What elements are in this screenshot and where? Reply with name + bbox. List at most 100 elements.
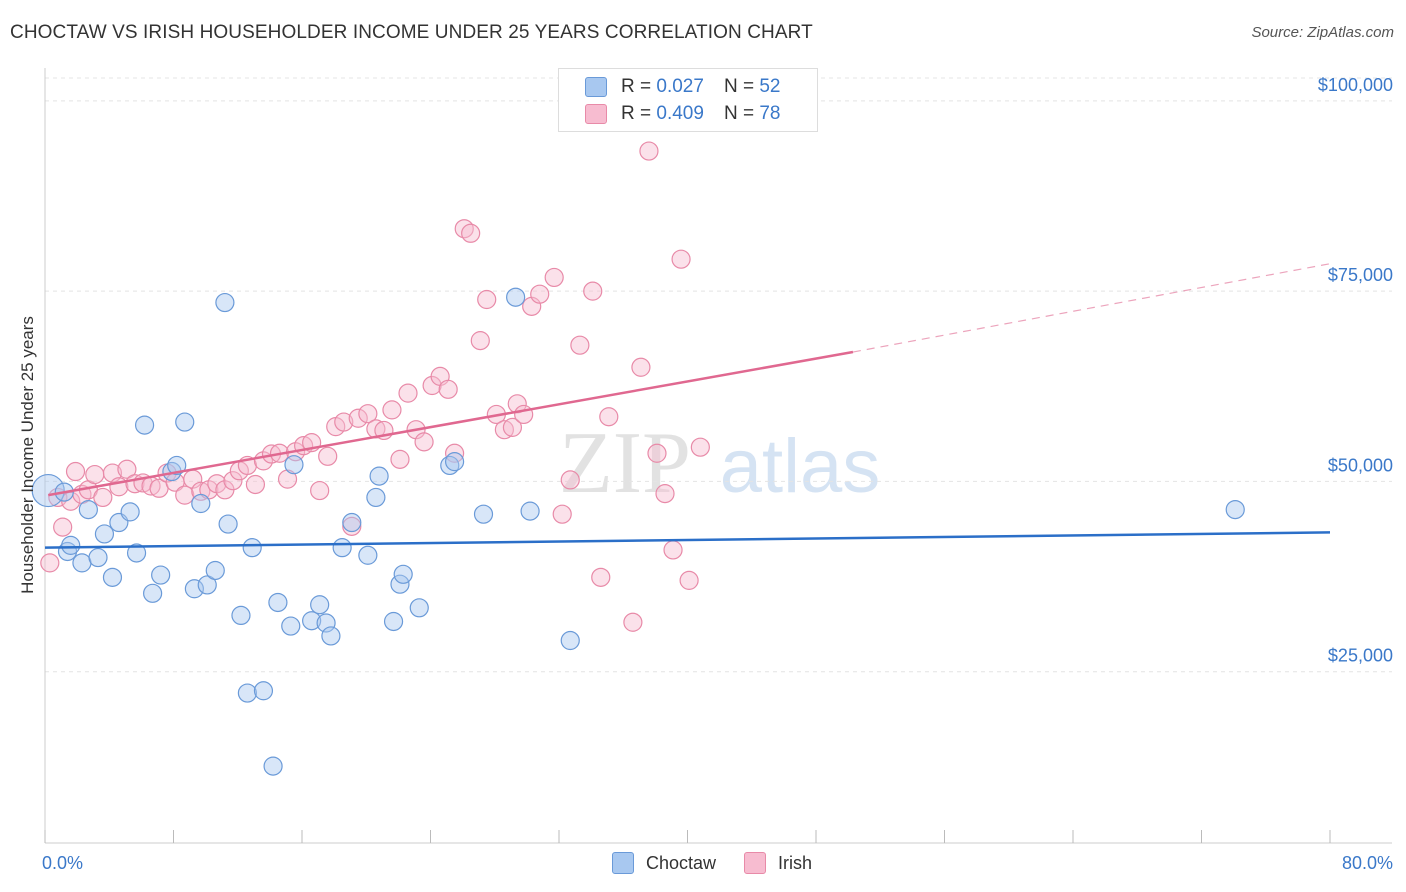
correlation-legend: R = 0.027 N = 52 R = 0.409 N = 78	[558, 68, 818, 132]
choctaw-point-8	[102, 567, 123, 587]
irish-swatch	[585, 104, 607, 124]
irish-point-46	[398, 383, 418, 403]
choctaw-point-23	[215, 292, 235, 313]
irish-point-78	[679, 570, 699, 590]
irish-point-2	[53, 517, 73, 537]
choctaw-point-51	[1225, 499, 1245, 520]
irish-point-65	[552, 504, 572, 524]
tick-labels: $25,000 $50,000 $75,000 $100,000 0.0% 80.0%	[42, 75, 1393, 873]
legend-row-choctaw: R = 0.027 N = 52	[585, 75, 780, 99]
irish-point-75	[655, 484, 675, 504]
choctaw-point-46	[444, 452, 465, 472]
irish-point-67	[570, 335, 590, 355]
choctaw-point-43	[393, 564, 413, 584]
choctaw-n-value: 52	[759, 76, 781, 97]
choctaw-point-41	[383, 611, 404, 632]
choctaw-point-19	[191, 493, 211, 514]
choctaw-point-17	[175, 412, 195, 432]
irish-point-79	[690, 437, 710, 457]
choctaw-point-7	[94, 524, 115, 544]
choctaw-point-12	[134, 415, 155, 435]
choctaw-point-21	[205, 560, 225, 581]
irish-point-66	[560, 470, 580, 490]
choctaw-point-28	[263, 756, 283, 776]
trend-lines	[44, 263, 1331, 549]
irish-point-7	[85, 464, 105, 485]
legend-item-choctaw[interactable]: Choctaw	[612, 852, 716, 874]
irish-point-74	[647, 443, 667, 463]
choctaw-point-38	[358, 545, 378, 565]
choctaw-point-14	[151, 565, 171, 585]
axes	[44, 68, 1392, 844]
choctaw-point-48	[506, 287, 526, 307]
irish-point-54	[461, 223, 481, 243]
irish-point-51	[438, 379, 458, 399]
choctaw-point-16	[167, 455, 187, 476]
choctaw-point-26	[242, 538, 262, 558]
irish-point-72	[631, 357, 651, 377]
irish-point-4	[65, 461, 86, 482]
choctaw-legend-swatch	[612, 852, 634, 874]
irish-points	[40, 141, 710, 632]
choctaw-point-13	[143, 583, 163, 603]
irish-n-label: N =	[723, 103, 755, 124]
choctaw-point-36	[332, 538, 352, 558]
irish-point-36	[318, 446, 338, 466]
choctaw-points	[31, 287, 1245, 776]
irish-point-55	[470, 331, 490, 351]
choctaw-point-39	[366, 487, 386, 508]
irish-point-45	[390, 449, 410, 469]
choctaw-point-25	[237, 683, 257, 703]
choctaw-point-3	[61, 535, 81, 555]
irish-point-41	[358, 404, 378, 424]
irish-point-0	[40, 553, 60, 573]
legend-item-irish[interactable]: Irish	[744, 852, 812, 874]
irish-point-77	[671, 249, 691, 269]
irish-point-48	[414, 432, 434, 452]
irish-point-73	[639, 141, 659, 161]
irish-point-64	[544, 267, 564, 288]
irish-trend-extension	[852, 263, 1331, 353]
legend-row-irish: R = 0.409 N = 78	[585, 102, 780, 126]
irish-point-52	[444, 443, 465, 463]
chart-title: CHOCTAW VS IRISH HOUSEHOLDER INCOME UNDE…	[10, 22, 813, 43]
watermark: ZIP atlas	[559, 415, 880, 512]
irish-point-8	[93, 487, 113, 508]
irish-point-61	[514, 404, 534, 425]
choctaw-point-11	[126, 543, 147, 563]
irish-point-44	[382, 400, 402, 420]
irish-r-value: 0.409	[656, 103, 704, 124]
choctaw-point-20	[197, 575, 217, 595]
irish-legend-swatch	[744, 852, 767, 874]
x-tick-label-start: 0.0%	[42, 853, 83, 873]
irish-point-11	[117, 459, 137, 479]
irish-point-58	[494, 420, 514, 440]
watermark-zip: ZIP	[559, 415, 691, 512]
choctaw-point-33	[310, 595, 330, 615]
irish-point-27	[245, 474, 266, 495]
irish-trend-line	[47, 350, 854, 497]
irish-point-68	[583, 281, 603, 301]
y-tick-label-2: $75,000	[1328, 265, 1393, 285]
irish-point-38	[334, 412, 354, 432]
irish-n-value: 78	[759, 103, 781, 124]
choctaw-point-37	[342, 512, 362, 533]
choctaw-legend-label: Choctaw	[646, 852, 717, 873]
source-credit: Source: ZipAtlas.com	[1251, 24, 1394, 41]
choctaw-point-0	[31, 473, 65, 508]
y-tick-label-1: $50,000	[1328, 455, 1393, 475]
choctaw-point-5	[78, 499, 98, 520]
irish-point-18	[175, 485, 195, 505]
y-axis-label: Householder Income Under 25 years	[18, 316, 37, 594]
y-tick-label-3: $100,000	[1318, 75, 1393, 95]
choctaw-point-31	[284, 455, 304, 475]
choctaw-n-label: N =	[723, 76, 755, 97]
irish-point-59	[502, 417, 523, 437]
choctaw-point-18	[184, 579, 204, 599]
irish-point-63	[530, 284, 550, 304]
choctaw-point-27	[253, 681, 274, 701]
choctaw-point-50	[560, 630, 580, 651]
irish-point-70	[599, 407, 619, 427]
irish-point-40	[348, 408, 368, 428]
